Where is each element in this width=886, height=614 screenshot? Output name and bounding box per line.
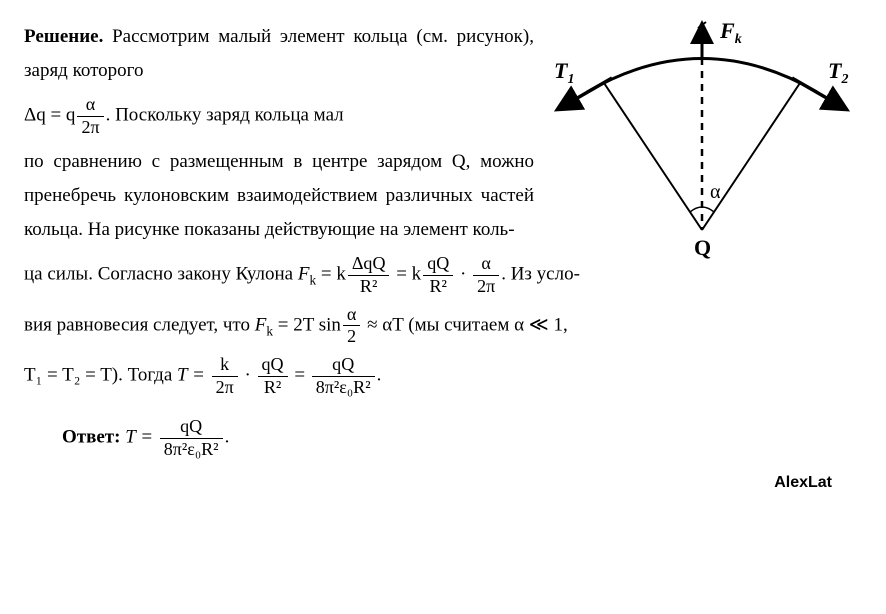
paragraph-1c: по сравнению с размещенным в центре заря… (24, 145, 534, 248)
frac-qQ-R2-2: qQR² (258, 354, 288, 398)
answer-line: Ответ: T = qQ8π²ε₀R². (24, 416, 862, 460)
label-alpha: α (710, 181, 721, 203)
equation-1-line: Δq = qα2π. Поскольку заряд кольца мал (24, 94, 534, 138)
watermark: AlexLat (24, 469, 862, 498)
paragraph-1: Решение. Рассмотрим малый элемент кольца… (24, 20, 534, 88)
frac-dqQ-R2: ΔqQR² (348, 253, 390, 297)
label-Q: Q (694, 235, 711, 260)
page-root: Fk T1 T2 α Q Решение. Рассмотрим малый э… (24, 20, 862, 497)
paragraph-4: T₁ = T₂ = T). Тогда T = k2π · qQR² = qQ8… (24, 354, 862, 398)
paragraph-3: вия равновесия следует, что Fk = 2T sinα… (24, 304, 862, 348)
frac-alpha-2: α2 (343, 304, 360, 348)
answer-label: Ответ: (62, 427, 120, 448)
frac-alpha-2pi: α2π (77, 94, 103, 138)
diagram: Fk T1 T2 α Q (552, 20, 852, 280)
diagram-svg: Fk T1 T2 α Q (552, 20, 852, 280)
left-radius (604, 83, 702, 230)
frac-final: qQ8π²ε₀R² (312, 354, 375, 398)
frac-qQ-R2: qQR² (423, 253, 453, 297)
frac-k-2pi: k2π (212, 354, 238, 398)
label-T2: T2 (828, 58, 848, 87)
label-Fk: Fk (719, 20, 742, 47)
frac-answer: qQ8π²ε₀R² (160, 416, 223, 460)
angle-arc (690, 207, 714, 212)
label-T1: T1 (554, 58, 574, 87)
right-radius (702, 83, 800, 230)
solution-label: Решение. (24, 26, 103, 47)
frac-alpha-2pi-2: α2π (473, 253, 499, 297)
